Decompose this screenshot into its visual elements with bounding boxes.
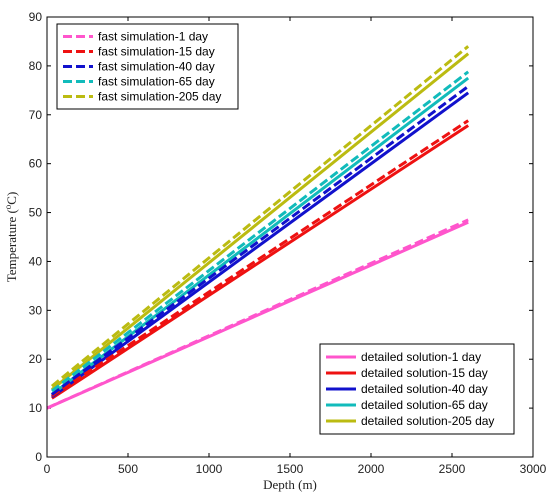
legend-label: detailed solution-1 day [361, 350, 481, 364]
y-axis-label-sup: o [3, 204, 13, 209]
legend-label: detailed solution-40 day [361, 382, 488, 396]
legend-label: fast simulation-205 day [98, 90, 221, 104]
series-line-fast-simulation-1-day [46, 218, 469, 410]
y-axis-label-main: Temperature ( [4, 209, 19, 282]
series-lines [46, 45, 470, 410]
y-tick-label: 0 [35, 450, 42, 464]
y-tick-label: 30 [29, 303, 43, 317]
y-tick-label: 70 [29, 108, 43, 122]
y-axis-label: Temperature (oC) [3, 192, 19, 283]
y-tick-label: 80 [29, 59, 43, 73]
legend-label: fast simulation-65 day [98, 75, 215, 89]
legend-label: detailed solution-205 day [361, 414, 494, 428]
series-line-fast-simulation-40-day [51, 85, 470, 396]
series-line-fast-simulation-65-day [50, 70, 470, 393]
x-tick-label: 3000 [520, 462, 547, 476]
y-tick-label: 10 [29, 401, 43, 415]
legend-label: detailed solution-15 day [361, 366, 488, 380]
legend-label: fast simulation-1 day [98, 30, 208, 44]
x-tick-label: 2000 [358, 462, 385, 476]
x-tick-label: 2500 [439, 462, 466, 476]
series-line-fast-simulation-205-day [50, 45, 470, 388]
legend-label: fast simulation-15 day [98, 45, 215, 59]
plot-frame [46, 16, 534, 458]
x-tick-label: 1500 [277, 462, 304, 476]
legend-box [56, 23, 239, 110]
y-tick-label: 90 [29, 10, 43, 24]
y-axis-label-end: C) [4, 192, 19, 205]
series-line-detailed-solution-205-day [50, 52, 470, 391]
y-tick-label: 40 [29, 254, 43, 268]
x-tick-label: 500 [118, 462, 138, 476]
series-line-detailed-solution-1-day [46, 220, 469, 410]
legend-bottom-right: detailed solution-1 day detailed solution… [319, 343, 515, 435]
series-line-detailed-solution-15-day [51, 124, 470, 400]
axis-ticks: 0 500 1000 1500 2000 2500 3000 0 10 20 30 40 50 60 70 8… [29, 10, 547, 476]
series-line-detailed-solution-65-day [50, 76, 470, 396]
legend-label: fast simulation-40 day [98, 60, 215, 74]
series-line-detailed-solution-40-day [51, 91, 470, 399]
series-line-fast-simulation-15-day [51, 119, 470, 398]
legend-label: detailed solution-65 day [361, 398, 488, 412]
x-tick-label: 1000 [196, 462, 223, 476]
y-tick-label: 60 [29, 157, 43, 171]
x-tick-label: 0 [44, 462, 51, 476]
y-tick-label: 50 [29, 206, 43, 220]
x-axis-label: Depth (m) [263, 477, 317, 492]
y-tick-label: 20 [29, 352, 43, 366]
